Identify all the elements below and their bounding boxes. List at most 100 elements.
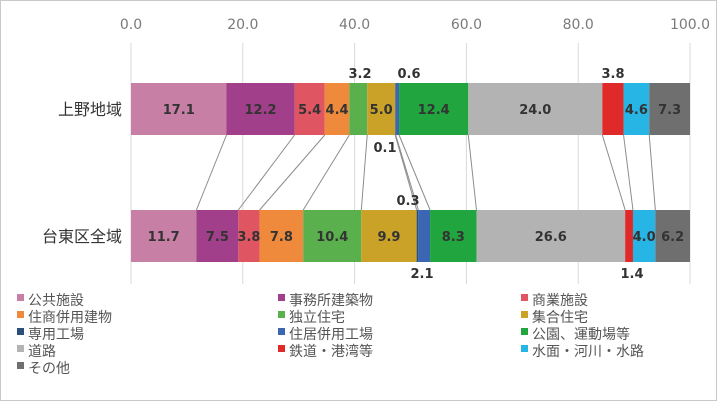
- legend-swatch: [278, 328, 285, 335]
- connector-line: [259, 134, 326, 211]
- legend-label: 集合住宅: [532, 309, 588, 326]
- bar-segment: [418, 210, 431, 262]
- data-label: 5.0: [370, 103, 393, 118]
- legend-swatch: [521, 294, 528, 301]
- data-label: 4.4: [326, 103, 349, 118]
- connector-line: [395, 134, 419, 211]
- bar-segment: [395, 83, 400, 135]
- category-label: 上野地域: [58, 100, 122, 119]
- legend-swatch: [278, 345, 285, 352]
- legend-swatch: [17, 328, 24, 335]
- bar-segment: [602, 83, 624, 135]
- bar-segment: [238, 210, 260, 262]
- bar-segment: [361, 210, 417, 262]
- bar-segment: [399, 83, 469, 135]
- data-label: 7.5: [206, 230, 229, 245]
- legend-swatch: [521, 345, 528, 352]
- data-label: 9.9: [377, 230, 400, 245]
- data-label: 3.2: [348, 67, 371, 82]
- legend-swatch: [521, 311, 528, 318]
- legend-label: 鉄道・港湾等: [289, 343, 373, 360]
- connector-line: [467, 134, 477, 211]
- bar-segment: [416, 210, 419, 262]
- data-label: 0.6: [397, 67, 420, 82]
- x-axis-ticks: 0.0 20.0 40.0 60.0 80.0 100.0: [120, 17, 710, 33]
- x-tick-label: 100.0: [670, 17, 710, 33]
- connector-line: [394, 134, 418, 211]
- connector-line: [623, 134, 634, 211]
- data-label: 2.1: [410, 267, 433, 282]
- connector-line: [398, 134, 431, 211]
- bar-segment: [226, 83, 295, 135]
- bar-segment: [131, 210, 197, 262]
- connector-line: [195, 134, 227, 211]
- x-tick-label: 0.0: [120, 17, 142, 33]
- legend-swatch: [17, 345, 24, 352]
- connector-line: [648, 134, 656, 211]
- connector-lines: [195, 134, 656, 211]
- bar-segment: [294, 83, 325, 135]
- data-label: 0.3: [396, 194, 419, 209]
- bar-segment: [625, 210, 633, 262]
- bar-segment: [395, 83, 396, 135]
- legend-swatch: [17, 311, 24, 318]
- data-label: 4.6: [625, 103, 648, 118]
- bar-segment: [632, 210, 656, 262]
- bar-segment: [476, 210, 626, 262]
- x-tick-label: 40.0: [339, 17, 370, 33]
- data-label: 24.0: [519, 103, 551, 118]
- bar-segment: [259, 210, 304, 262]
- data-label: 10.4: [316, 230, 348, 245]
- bar-segment: [131, 83, 227, 135]
- data-label: 3.8: [237, 230, 260, 245]
- data-label: 6.2: [661, 230, 684, 245]
- connector-line: [360, 134, 368, 211]
- data-label: 17.1: [163, 103, 195, 118]
- bar-segment: [349, 83, 368, 135]
- bar-segment: [367, 83, 396, 135]
- data-label: 26.6: [535, 230, 567, 245]
- legend-label: 専用工場: [28, 327, 84, 343]
- legend-label: 独立住宅: [289, 310, 345, 326]
- legend-swatch: [278, 294, 285, 301]
- data-label: 1.4: [620, 267, 643, 282]
- connector-line: [302, 134, 350, 211]
- x-tick-label: 60.0: [451, 17, 482, 33]
- legend-label: 商業施設: [532, 293, 588, 309]
- legend-label: 水面・河川・水路: [532, 344, 644, 360]
- bar-segment: [649, 83, 690, 135]
- bar-segment: [430, 210, 477, 262]
- data-label: 11.7: [148, 230, 180, 245]
- data-label: 7.3: [658, 103, 681, 118]
- data-label: 0.1: [373, 141, 396, 156]
- data-label: 12.4: [418, 103, 450, 118]
- data-label: 7.8: [270, 230, 293, 245]
- data-label: 12.2: [245, 103, 277, 118]
- category-label: 台東区全域: [42, 227, 122, 246]
- bar-segment: [303, 210, 362, 262]
- bar-segment: [324, 83, 350, 135]
- data-label: 5.4: [298, 103, 321, 118]
- legend-swatch: [17, 362, 24, 369]
- legend-label: その他: [28, 361, 70, 377]
- x-tick-label: 20.0: [227, 17, 258, 33]
- bar-segment: [196, 210, 239, 262]
- legend-label: 道路: [28, 344, 56, 360]
- bar-segment: [468, 83, 603, 135]
- data-label: 8.3: [442, 230, 465, 245]
- bars: [131, 83, 690, 262]
- data-labels: 17.1 12.2 5.4 4.4 3.2 5.0 0.1 0.6 12.4 24.0 3.8 4.6…: [148, 67, 685, 282]
- legend-label: 事務所建築物: [289, 293, 373, 309]
- x-tick-label: 80.0: [563, 17, 594, 33]
- legend-swatch: [521, 328, 528, 335]
- data-label: 3.8: [601, 67, 624, 82]
- legend-swatch: [278, 311, 285, 318]
- legend-label: 公共施設: [28, 293, 84, 309]
- data-label: 4.0: [633, 230, 656, 245]
- legend-swatch: [17, 294, 24, 301]
- connector-line: [601, 134, 626, 211]
